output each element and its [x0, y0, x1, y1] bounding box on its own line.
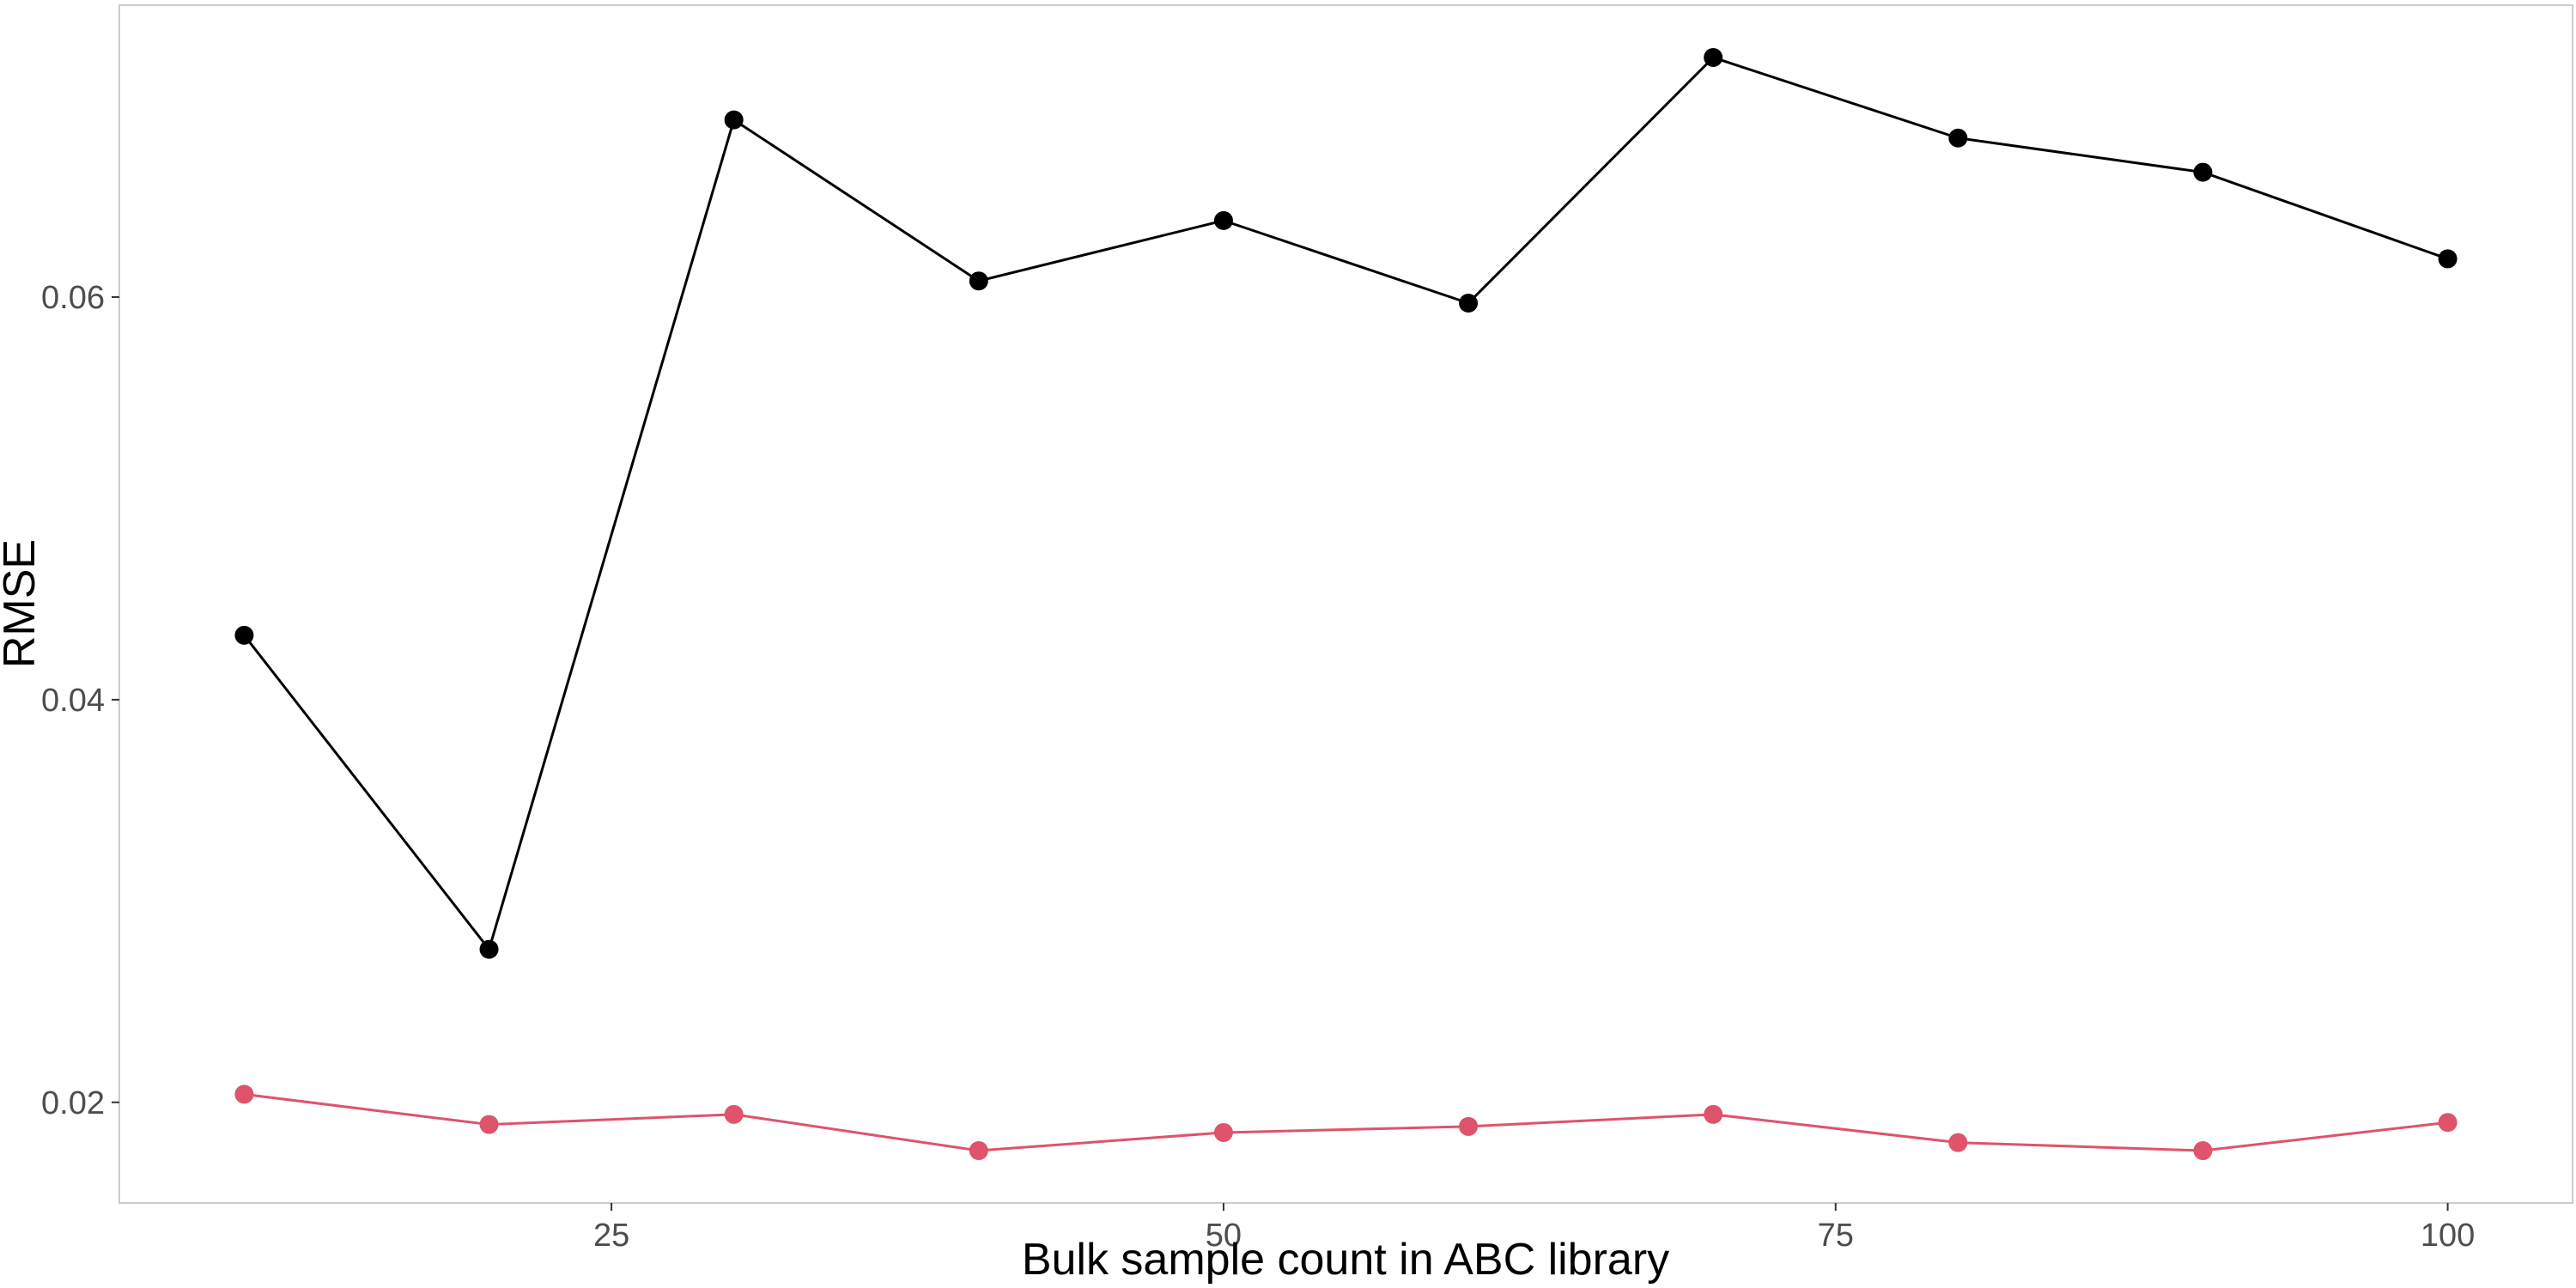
- series-1: [234, 47, 2458, 959]
- data-point: [1459, 293, 1479, 313]
- data-point: [1213, 210, 1233, 230]
- data-point: [1948, 1133, 1968, 1152]
- y-axis-title: RMSE: [0, 539, 45, 668]
- x-tick-label: 100: [2421, 1218, 2475, 1254]
- series-2: [234, 1084, 2458, 1161]
- plot-panel: [118, 4, 2573, 1204]
- data-point: [2193, 162, 2213, 182]
- x-axis: 25 50 75 100: [593, 1203, 2475, 1254]
- series-line: [243, 56, 2449, 951]
- data-point: [479, 939, 499, 959]
- data-point: [2193, 1141, 2213, 1161]
- x-tick-label: 75: [1818, 1218, 1854, 1254]
- series-layer: [234, 47, 2458, 1161]
- y-tick-label: 0.02: [41, 1085, 105, 1121]
- data-point: [969, 1141, 988, 1161]
- data-point: [724, 1104, 744, 1124]
- y-tick-label: 0.04: [41, 683, 105, 719]
- y-tick-label: 0.06: [41, 280, 105, 316]
- series-line: [244, 1092, 2448, 1152]
- data-point: [1213, 1122, 1233, 1142]
- data-point: [1704, 1104, 1723, 1124]
- y-axis: 0.02 0.04 0.06: [41, 280, 119, 1121]
- data-point: [234, 625, 254, 645]
- data-point: [2438, 249, 2458, 269]
- data-point: [1704, 47, 1723, 67]
- data-point: [1948, 128, 1968, 148]
- data-point: [1459, 1116, 1479, 1136]
- data-point: [2438, 1113, 2458, 1133]
- data-point: [479, 1115, 499, 1134]
- data-point: [724, 110, 744, 130]
- x-axis-title: Bulk sample count in ABC library: [1022, 1235, 1669, 1285]
- data-point: [234, 1084, 254, 1104]
- data-point: [969, 271, 988, 291]
- x-tick-label: 25: [593, 1218, 629, 1254]
- x-tick-label: 50: [1206, 1218, 1242, 1254]
